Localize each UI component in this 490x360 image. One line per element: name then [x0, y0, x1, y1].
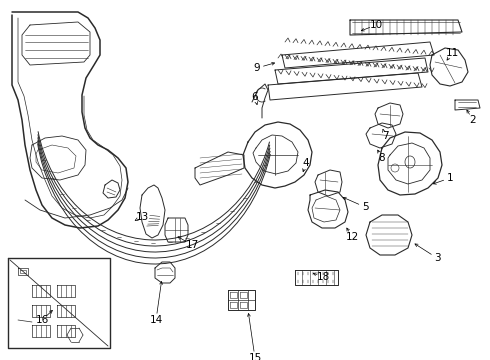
Text: 14: 14: [149, 315, 163, 325]
Text: 13: 13: [135, 212, 148, 222]
Text: 1: 1: [447, 173, 453, 183]
Text: 10: 10: [369, 20, 383, 30]
Text: 18: 18: [317, 272, 330, 282]
Text: 9: 9: [254, 63, 260, 73]
Text: 6: 6: [252, 92, 258, 102]
Text: 17: 17: [185, 240, 198, 250]
Text: 7: 7: [382, 131, 388, 141]
Text: 12: 12: [345, 232, 359, 242]
Text: 11: 11: [445, 48, 459, 58]
Text: 16: 16: [35, 315, 49, 325]
Text: 3: 3: [434, 253, 441, 263]
Text: 5: 5: [362, 202, 368, 212]
Text: 15: 15: [248, 353, 262, 360]
Text: 2: 2: [470, 115, 476, 125]
Text: 4: 4: [303, 158, 309, 168]
Text: 8: 8: [379, 153, 385, 163]
